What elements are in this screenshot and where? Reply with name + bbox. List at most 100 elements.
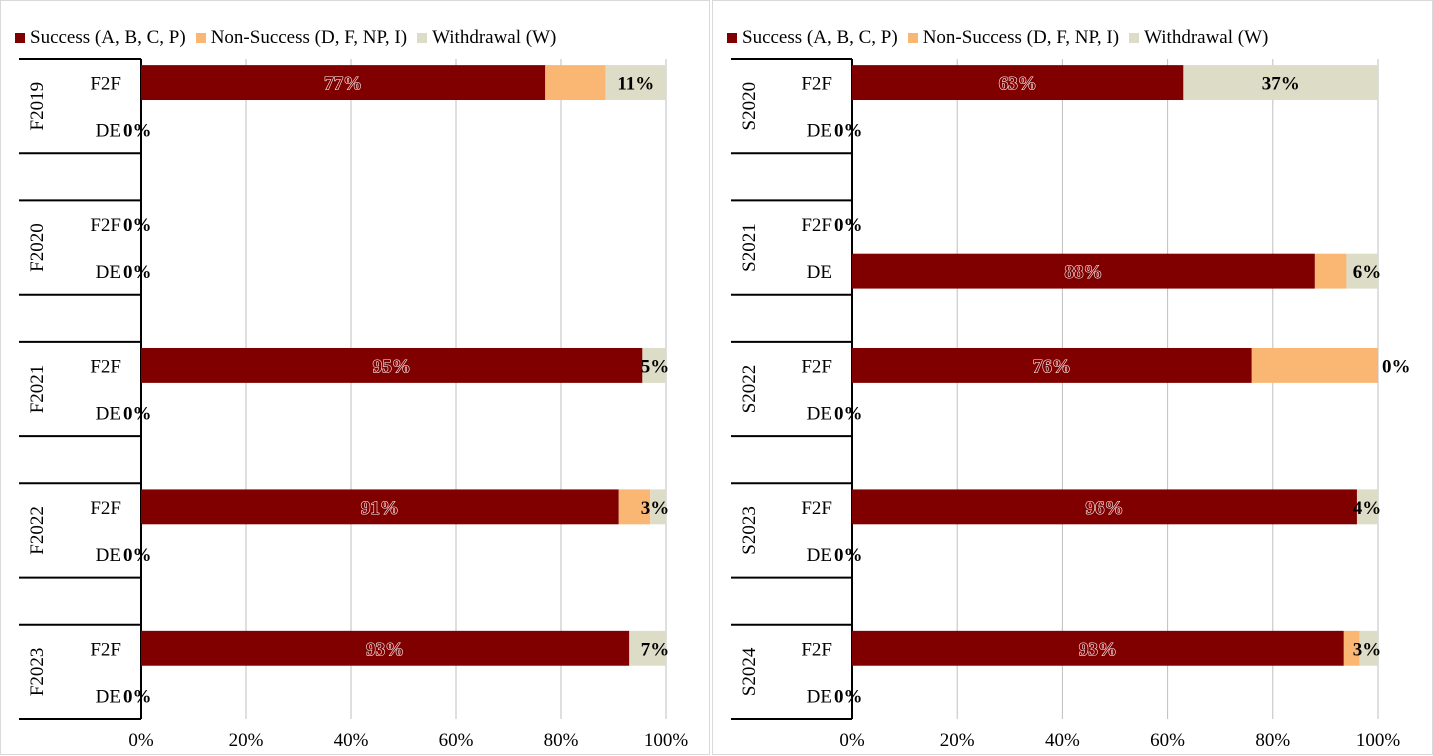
category-label: DE — [96, 121, 121, 142]
data-label-success: 77% — [324, 74, 362, 95]
legend-label-success: Success (A, B, C, P) — [742, 27, 898, 48]
group-label: F2023 — [27, 648, 48, 697]
group-label: S2023 — [739, 506, 760, 555]
group-label: S2022 — [739, 365, 760, 414]
legend-swatch-withdrawal — [417, 33, 428, 43]
bar-segment-withdrawal — [1359, 630, 1378, 666]
data-label-withdrawal: 11% — [617, 74, 654, 95]
category-label: F2F — [90, 498, 121, 519]
legend-label-non-success: Non-Success (D, F, NP, I) — [922, 27, 1120, 48]
legend-swatch-withdrawal — [1129, 33, 1140, 43]
bar-segment-success — [141, 347, 643, 383]
group-label: F2019 — [27, 82, 48, 131]
legend: Success (A, B, C, P) Non-Success (D, F, … — [727, 27, 1268, 49]
data-label-success: 95% — [373, 356, 411, 377]
category-label: DE — [96, 686, 121, 707]
data-label-success: 88% — [1064, 262, 1102, 283]
bar-segment-success — [852, 489, 1357, 525]
x-tick-label: 20% — [229, 730, 264, 751]
x-tick-label: 80% — [1255, 730, 1290, 751]
category-label: F2F — [90, 74, 121, 95]
legend-item-success: Success (A, B, C, P) — [727, 27, 898, 49]
category-label: DE — [96, 404, 121, 425]
bar-segment-success — [141, 65, 546, 101]
bar-segment-non-success — [1251, 347, 1378, 383]
data-label-withdrawal: 0% — [1382, 356, 1411, 377]
legend-label-withdrawal: Withdrawal (W) — [432, 27, 557, 48]
legend-swatch-success — [15, 33, 25, 43]
category-label: DE — [96, 545, 121, 566]
x-tick-label: 100% — [1356, 730, 1401, 751]
bar-segment-non-success — [545, 65, 606, 101]
x-tick-label: 0% — [128, 730, 154, 751]
data-label-success: 0% — [123, 262, 152, 283]
data-label-success: 93% — [1079, 639, 1117, 660]
data-label-success: 93% — [366, 639, 404, 660]
data-label-success: 0% — [123, 404, 152, 425]
data-label-success: 0% — [834, 215, 863, 236]
group-label: S2020 — [739, 82, 760, 131]
data-label-success: 96% — [1085, 498, 1123, 519]
chart-panel-fall: Success (A, B, C, P) Non-Success (D, F, … — [0, 0, 710, 755]
chart-panel-spring: Success (A, B, C, P) Non-Success (D, F, … — [712, 0, 1433, 755]
data-label-withdrawal: 6% — [1353, 262, 1382, 283]
data-label-success: 76% — [1033, 356, 1071, 377]
legend-item-non-success: Non-Success (D, F, NP, I) — [195, 27, 408, 49]
category-label: DE — [807, 121, 832, 142]
x-tick-label: 40% — [1045, 730, 1080, 751]
data-label-success: 0% — [123, 121, 152, 142]
data-label-success: 0% — [123, 545, 152, 566]
data-label-success: 91% — [361, 498, 399, 519]
bar-segment-non-success — [618, 489, 651, 525]
category-label: F2F — [90, 639, 121, 660]
group-label: F2021 — [27, 365, 48, 414]
legend-item-success: Success (A, B, C, P) — [15, 27, 186, 49]
bar-segment-success — [852, 65, 1184, 101]
data-label-withdrawal: 3% — [1353, 639, 1382, 660]
x-tick-label: 0% — [839, 730, 865, 751]
data-label-withdrawal: 4% — [1353, 498, 1382, 519]
data-label-withdrawal: 3% — [641, 498, 670, 519]
category-label: F2F — [801, 356, 832, 377]
bar-segment-withdrawal — [605, 65, 666, 101]
category-label: DE — [807, 404, 832, 425]
data-label-success: 63% — [999, 74, 1037, 95]
bar-segment-success — [141, 489, 619, 525]
bar-segment-success — [852, 347, 1252, 383]
legend-item-non-success: Non-Success (D, F, NP, I) — [907, 27, 1120, 49]
legend: Success (A, B, C, P) Non-Success (D, F, … — [15, 27, 556, 49]
legend-item-withdrawal: Withdrawal (W) — [1129, 27, 1268, 49]
bar-segment-withdrawal — [1356, 489, 1378, 525]
bar-segment-success — [852, 253, 1315, 289]
category-label: DE — [96, 262, 121, 283]
data-label-success: 0% — [123, 686, 152, 707]
legend-swatch-non-success — [195, 33, 206, 43]
category-label: DE — [807, 262, 832, 283]
bar-segment-withdrawal — [629, 630, 666, 666]
x-tick-label: 40% — [334, 730, 369, 751]
category-label: F2F — [801, 215, 832, 236]
category-label: F2F — [801, 74, 832, 95]
bar-segment-success — [141, 630, 630, 666]
bar-segment-non-success — [1314, 253, 1347, 289]
legend-item-withdrawal: Withdrawal (W) — [417, 27, 556, 49]
data-label-success: 0% — [834, 404, 863, 425]
category-label: DE — [807, 686, 832, 707]
bar-segment-withdrawal — [1183, 65, 1378, 101]
x-tick-label: 60% — [439, 730, 474, 751]
category-label: DE — [807, 545, 832, 566]
data-label-success: 0% — [123, 215, 152, 236]
category-label: F2F — [801, 498, 832, 519]
x-tick-label: 60% — [1150, 730, 1185, 751]
bar-segment-non-success — [1343, 630, 1360, 666]
data-label-withdrawal: 7% — [641, 639, 670, 660]
legend-swatch-success — [727, 33, 737, 43]
x-tick-label: 20% — [940, 730, 975, 751]
bar-segment-withdrawal — [1346, 253, 1378, 289]
legend-label-non-success: Non-Success (D, F, NP, I) — [210, 27, 408, 48]
group-label: S2024 — [739, 647, 760, 696]
data-label-success: 0% — [834, 121, 863, 142]
legend-label-withdrawal: Withdrawal (W) — [1144, 27, 1269, 48]
